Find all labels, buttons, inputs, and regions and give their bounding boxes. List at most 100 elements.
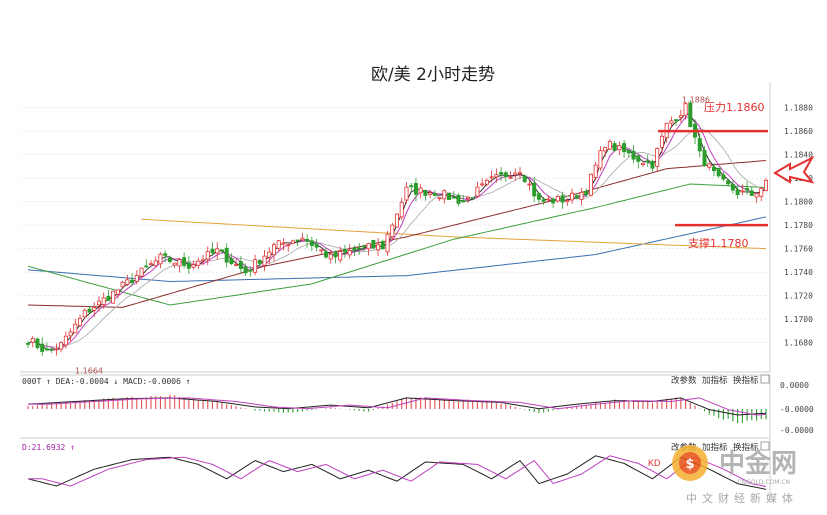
- candle-body: [659, 135, 664, 148]
- candle-body: [238, 261, 243, 269]
- candle-body: [465, 196, 470, 199]
- candlesticks: [25, 100, 769, 356]
- candle-body: [361, 245, 366, 248]
- candle-body: [35, 338, 40, 348]
- candle-body: [130, 279, 135, 284]
- candle-body: [25, 342, 30, 345]
- candle-body: [158, 253, 163, 265]
- candle-body: [409, 185, 414, 188]
- candle-body: [224, 247, 229, 263]
- candle-body: [484, 179, 489, 185]
- watermark-site: CNGOLD.COM.CN: [737, 479, 790, 486]
- candle-body: [63, 335, 68, 346]
- y-tick-label: 1.1880: [784, 104, 813, 113]
- candle-body: [437, 197, 442, 200]
- kd-d-line: [28, 455, 767, 487]
- candle-body: [749, 190, 754, 196]
- indicator-button[interactable]: 加指标: [702, 375, 728, 386]
- candle-body: [54, 348, 59, 351]
- indicator-button[interactable]: 换指标: [733, 442, 759, 453]
- candle-body: [82, 309, 87, 318]
- candle-body: [271, 244, 276, 256]
- candle-body: [721, 174, 726, 180]
- candle-body: [702, 150, 707, 166]
- kd-lines: [27, 455, 767, 490]
- candle-body: [683, 103, 688, 116]
- ma-10-line: [27, 127, 767, 348]
- candle-body: [177, 259, 182, 267]
- candle-body: [44, 348, 49, 351]
- candle-body: [764, 179, 769, 191]
- candle-body: [451, 196, 456, 199]
- candle-body: [120, 281, 125, 288]
- candle-body: [413, 183, 418, 195]
- candle-body: [678, 115, 683, 118]
- candle-body: [546, 198, 551, 201]
- candle-body: [499, 172, 504, 175]
- indicator-button[interactable]: 改参数: [671, 375, 697, 386]
- candle-body: [641, 162, 646, 166]
- candle-body: [229, 258, 234, 265]
- resistance-label: 压力1.1860: [704, 101, 765, 114]
- candle-body: [286, 244, 291, 247]
- kd-legend: D:21.6932 ↑: [22, 443, 75, 452]
- y-tick-label: 1.1800: [784, 198, 813, 207]
- candle-body: [607, 141, 612, 150]
- support-resistance-lines: [658, 129, 768, 227]
- price-y-axis: 1.1680 1.1700 1.1720 1.1740 1.1760 1.1780 1.18…: [784, 104, 813, 348]
- price-grid: [20, 107, 770, 344]
- chart-title: 欧/美 2小时走势: [371, 65, 495, 85]
- candle-body: [631, 150, 636, 160]
- candle-body: [636, 155, 641, 162]
- candle-body: [394, 213, 399, 228]
- candle-body: [456, 194, 461, 204]
- candle-body: [305, 238, 310, 242]
- support-label: 支撑1.1780: [688, 236, 749, 250]
- candle-body: [186, 262, 191, 269]
- indicator-button[interactable]: 换指标: [733, 375, 759, 386]
- candle-body: [527, 183, 532, 186]
- candle-body: [726, 180, 731, 185]
- candle-body: [357, 247, 362, 250]
- candle-body: [754, 193, 759, 198]
- candle-body: [579, 191, 584, 200]
- candle-body: [588, 173, 593, 196]
- candle-body: [759, 188, 764, 197]
- close-icon: [760, 374, 770, 384]
- y-tick-label: 1.1780: [784, 221, 813, 230]
- candle-body: [92, 307, 97, 311]
- macd-panel: 000T ↑ DEA:-0.0004 ↓ MACD:-0.0006 ↑ 改参数加…: [22, 374, 814, 435]
- candle-body: [125, 279, 130, 285]
- macd-y-axis: 0.0000 -0.0000 -0.0000: [780, 381, 814, 435]
- candle-body: [40, 343, 45, 352]
- candle-body: [257, 260, 262, 264]
- candle-body: [612, 143, 617, 151]
- indicator-button[interactable]: 加指标: [702, 442, 728, 453]
- candle-body: [650, 160, 655, 169]
- candle-body: [418, 187, 423, 194]
- candle-body: [68, 331, 73, 337]
- high-price-label: 1.1886: [682, 96, 710, 105]
- candle-body: [134, 275, 139, 282]
- candle-body: [404, 186, 409, 201]
- candle-body: [432, 193, 437, 196]
- close-icon: [760, 441, 770, 451]
- candle-body: [584, 190, 589, 195]
- candle-body: [390, 224, 395, 238]
- candle-body: [423, 189, 428, 196]
- svg-text:$: $: [685, 457, 694, 472]
- macd-tick-label: 0.0000: [780, 381, 809, 390]
- candle-body: [319, 249, 324, 252]
- candle-body: [219, 249, 224, 252]
- price-annotations: 压力1.1860 支撑1.1780 1.1664 1.1886: [75, 96, 765, 376]
- candle-body: [215, 248, 220, 254]
- candle-body: [30, 337, 35, 343]
- watermark-logo: $ 中金网 CNGOLD.COM.CN 中文财经新媒体: [672, 445, 797, 505]
- candle-body: [201, 259, 206, 262]
- candle-body: [622, 143, 627, 153]
- candle-body: [281, 242, 286, 245]
- candle-body: [669, 120, 674, 124]
- candle-body: [560, 195, 565, 203]
- candle-body: [574, 195, 579, 199]
- candle-body: [399, 201, 404, 218]
